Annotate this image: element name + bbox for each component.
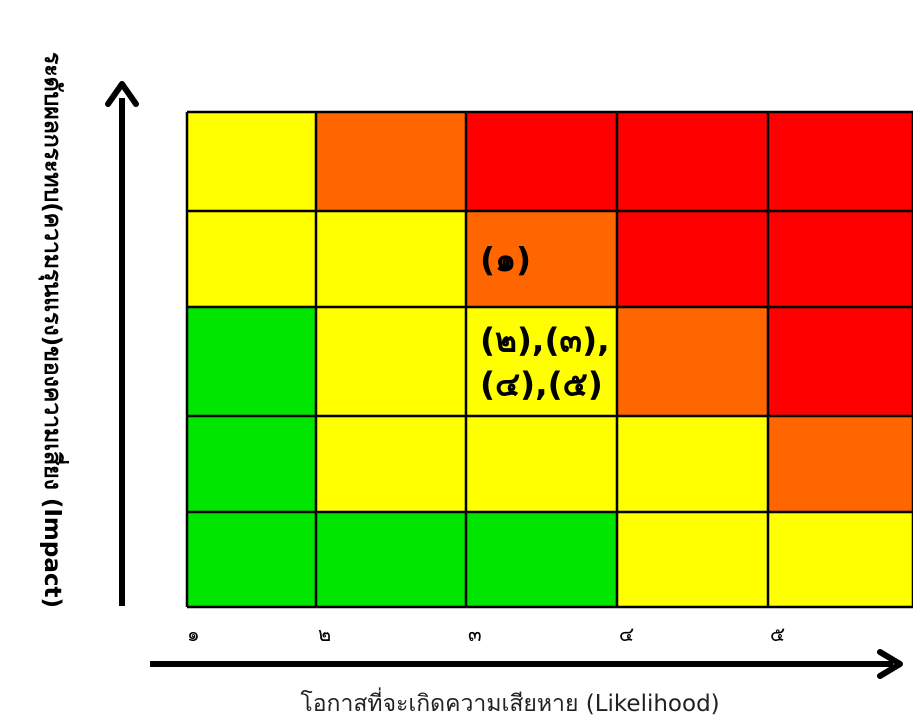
risk-cell-r5-c5-yellow	[768, 512, 913, 607]
risk-cell-r1-c2-orange	[316, 112, 466, 211]
risk-cell-r4-c2-yellow	[316, 416, 466, 512]
risk-cell-r1-c3-red	[466, 112, 617, 211]
x-tick-labels: ๑ ๒ ๓ ๔ ๕	[187, 622, 785, 646]
grid-lines	[185, 110, 913, 609]
x-tick-label-3: ๓	[468, 622, 482, 646]
risk-cell-r5-c1-green	[187, 512, 316, 607]
x-tick-label-5: ๕	[770, 622, 785, 646]
risk-cell-r1-c1-yellow	[187, 112, 316, 211]
risk-cell-r4-c3-yellow	[466, 416, 617, 512]
risk-cell-r4-c4-yellow	[617, 416, 768, 512]
risk-cell-r1-c5-red	[768, 112, 913, 211]
risk-cell-r2-c3-orange	[466, 211, 617, 307]
risk-cell-r2-c2-yellow	[316, 211, 466, 307]
y-axis-title: ระดับผลกระทบ(ความรุนแรง)ของความเสี่ยง (I…	[39, 51, 65, 608]
risk-annotation-2-line-2: (๔),(๕)	[480, 365, 603, 404]
risk-cell-r3-c5-red	[768, 307, 913, 416]
x-tick-label-1: ๑	[187, 622, 200, 646]
risk-cell-r5-c3-green	[466, 512, 617, 607]
risk-cell-r1-c4-red	[617, 112, 768, 211]
risk-cells	[187, 112, 913, 607]
x-axis-arrowhead	[877, 649, 903, 679]
risk-cell-r5-c4-yellow	[617, 512, 768, 607]
risk-cell-r3-c3-yellow	[466, 307, 617, 416]
risk-cell-r5-c2-green	[316, 512, 466, 607]
axes	[105, 81, 903, 679]
risk-cell-r3-c2-yellow	[316, 307, 466, 416]
y-axis-arrowhead	[105, 81, 139, 107]
risk-cell-r4-c5-orange	[768, 416, 913, 512]
risk-annotation-2-line-1: (๒),(๓),	[480, 321, 610, 360]
x-tick-label-4: ๔	[619, 622, 634, 646]
risk-cell-r3-c4-orange	[617, 307, 768, 416]
x-axis-title: โอกาสที่จะเกิดความเสียหาย (Likelihood)	[300, 691, 720, 717]
x-tick-label-2: ๒	[318, 622, 331, 646]
risk-cell-r2-c4-red	[617, 211, 768, 307]
risk-cell-r2-c1-yellow	[187, 211, 316, 307]
risk-cell-r4-c1-green	[187, 416, 316, 512]
risk-annotation-1-line-1: (๑)	[480, 240, 531, 279]
risk-annotations: (๑) (๒),(๓), (๔),(๕)	[480, 240, 610, 404]
risk-cell-r2-c5-red	[768, 211, 913, 307]
risk-cell-r3-c1-green	[187, 307, 316, 416]
